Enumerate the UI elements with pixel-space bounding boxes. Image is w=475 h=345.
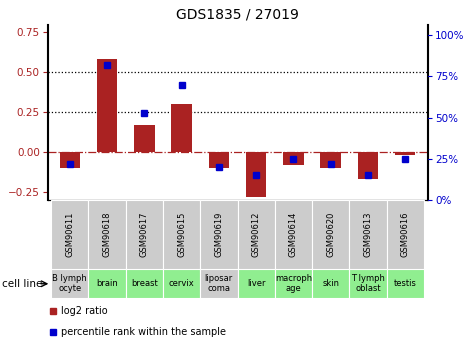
Bar	[283, 152, 304, 165]
Bar	[238, 200, 275, 269]
Text: B lymph
ocyte: B lymph ocyte	[52, 274, 87, 294]
Bar	[246, 152, 266, 197]
Text: GSM90612: GSM90612	[252, 212, 261, 257]
Bar	[200, 200, 238, 269]
Text: cervix: cervix	[169, 279, 194, 288]
Bar	[209, 152, 229, 168]
Bar	[126, 200, 163, 269]
Bar	[275, 200, 312, 269]
Text: GSM90619: GSM90619	[214, 212, 223, 257]
Bar	[349, 200, 387, 269]
Text: log2 ratio: log2 ratio	[61, 306, 107, 316]
Bar	[126, 269, 163, 298]
Text: GSM90611: GSM90611	[66, 212, 75, 257]
Text: T lymph
oblast: T lymph oblast	[351, 274, 385, 294]
Bar	[349, 269, 387, 298]
Text: macroph
age: macroph age	[275, 274, 312, 294]
Bar	[321, 152, 341, 168]
Title: GDS1835 / 27019: GDS1835 / 27019	[176, 8, 299, 22]
Text: liposar
coma: liposar coma	[205, 274, 233, 294]
Bar	[88, 200, 126, 269]
Text: GSM90616: GSM90616	[400, 212, 409, 257]
Bar	[358, 152, 378, 179]
Text: breast: breast	[131, 279, 158, 288]
Text: GSM90613: GSM90613	[363, 212, 372, 257]
Bar	[171, 104, 192, 152]
Bar	[51, 200, 88, 269]
Bar	[395, 152, 416, 155]
Text: liver: liver	[247, 279, 266, 288]
Text: brain: brain	[96, 279, 118, 288]
Text: cell line: cell line	[2, 279, 43, 289]
Text: testis: testis	[394, 279, 417, 288]
Text: GSM90617: GSM90617	[140, 212, 149, 257]
Bar	[163, 269, 200, 298]
Text: GSM90620: GSM90620	[326, 212, 335, 257]
Text: GSM90615: GSM90615	[177, 212, 186, 257]
Text: percentile rank within the sample: percentile rank within the sample	[61, 327, 226, 337]
Bar	[163, 200, 200, 269]
Text: GSM90614: GSM90614	[289, 212, 298, 257]
Bar	[59, 152, 80, 168]
Bar	[238, 269, 275, 298]
Bar	[387, 269, 424, 298]
Bar	[134, 125, 154, 152]
Text: skin: skin	[322, 279, 339, 288]
Bar	[97, 59, 117, 152]
Bar	[51, 269, 88, 298]
Bar	[88, 269, 126, 298]
Text: GSM90618: GSM90618	[103, 212, 112, 257]
Bar	[387, 200, 424, 269]
Bar	[275, 269, 312, 298]
Bar	[200, 269, 238, 298]
Bar	[312, 269, 349, 298]
Bar	[312, 200, 349, 269]
